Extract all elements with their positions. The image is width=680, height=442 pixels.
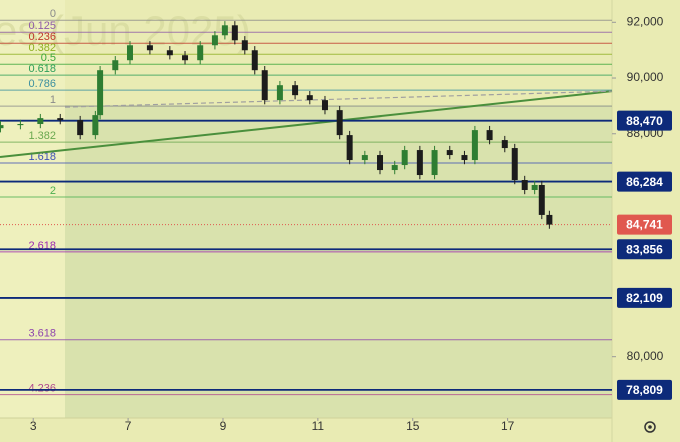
candle-body [276,85,283,101]
left-zone [0,0,65,418]
price-badges: 88,470 86,284 84,741 83,856 82,109 78,809 [617,110,672,400]
price-badge [617,214,672,235]
x-tick-label: 7 [125,419,132,433]
candle-body [401,150,408,166]
price-badge [617,379,672,400]
fib-label: 1.382 [28,130,56,142]
trendline [64,90,613,108]
price-badge [617,171,672,192]
candle-body [112,60,119,71]
fib-label: 0.618 [28,63,56,75]
candle-body [166,50,173,56]
candle-body [471,130,478,161]
price-badge [617,287,672,308]
candle-body [0,125,4,129]
candle-body [17,124,24,126]
price-badge [617,239,672,260]
shaded-zone [65,105,612,418]
candle-body [346,135,353,161]
price-badge [617,110,672,131]
fib-label: 4.236 [28,383,56,395]
candle-body [92,115,99,136]
candle-body [501,140,508,149]
candle-body [486,130,493,141]
fib-label: 0.236 [28,31,56,43]
candle-body [211,35,218,46]
candle-body [57,118,64,121]
trendline [0,90,613,159]
candle-body [336,110,343,136]
candle-body [77,120,84,136]
y-tick-label: 80,000 [627,349,664,363]
price-badge-label: 83,856 [626,242,663,256]
fib-label: 2 [50,185,56,197]
candle-body [361,155,368,161]
candle-body [321,100,328,111]
candle-body [546,214,553,225]
candle-body [182,55,189,61]
candle-body [126,45,133,61]
candle-body [461,155,468,161]
candle-body [231,25,238,41]
candle-body [221,25,228,36]
fib-label: 0.5 [41,52,56,64]
candle-body [416,150,423,176]
fib-label: 0.382 [28,42,56,54]
settings-icon[interactable] [644,421,656,433]
watermark: es (Jun 2025) [0,7,251,54]
candle-body [431,150,438,176]
price-badge-label: 88,470 [626,114,663,128]
candle-body [197,45,204,61]
candle-body [391,165,398,171]
y-tick-label: 92,000 [627,14,664,28]
candle-body [146,45,153,51]
price-badge-label: 86,284 [626,175,663,189]
fib-label: 0 [50,8,56,20]
x-tick-label: 15 [406,419,420,433]
candle-body [97,70,104,116]
candle-body [511,148,518,181]
candle-body [37,118,44,125]
candle-body [538,185,545,215]
x-tick-label: 11 [312,419,325,433]
x-tick-label: 3 [30,419,37,433]
x-tick-label: 9 [220,419,227,433]
fib-label: 0.125 [28,20,56,32]
price-badge-label: 84,741 [626,218,663,232]
candle-body [251,50,258,71]
candle-body [521,180,528,190]
candle-body [377,155,384,171]
fib-label: 1 [50,94,56,106]
y-tick-label: 90,000 [627,70,664,84]
candle-body [446,150,453,156]
candle-body [292,85,299,96]
x-tick-label: 17 [501,419,515,433]
candle-body [306,95,313,101]
fib-label: 0.786 [28,78,56,90]
fib-label: 3.618 [28,328,56,340]
candle-body [241,40,248,51]
candle-body [531,185,538,190]
candle-body [261,70,268,101]
price-badge-label: 82,109 [626,291,663,305]
price-badge-label: 78,809 [626,383,663,397]
